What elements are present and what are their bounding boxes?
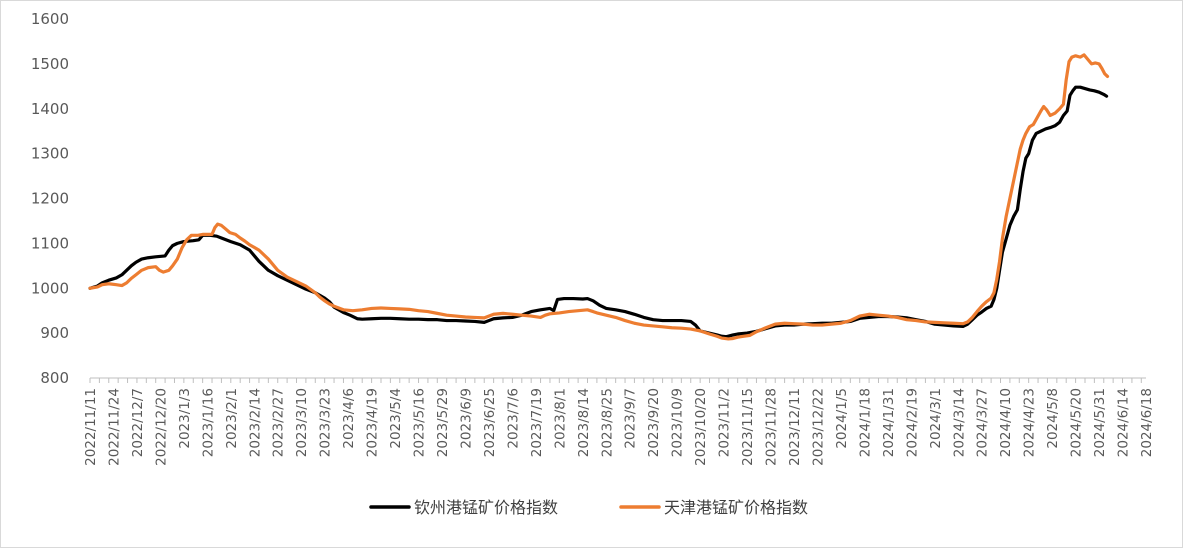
- x-tick-label: 2023/9/20: [646, 388, 662, 457]
- x-tick-label: 2024/5/31: [1092, 388, 1108, 457]
- y-tick-label: 900: [40, 324, 69, 342]
- x-tick-label: 2023/12/11: [787, 388, 803, 466]
- y-tick-label: 1400: [31, 100, 69, 118]
- legend-label: 天津港锰矿价格指数: [664, 498, 808, 517]
- x-tick-label: 2023/9/7: [623, 388, 639, 449]
- x-tick-label: 2023/11/28: [764, 388, 780, 466]
- series-lines: [88, 53, 1110, 341]
- x-tick-label: 2023/8/25: [599, 388, 615, 457]
- series-line: [88, 85, 1109, 339]
- x-tick-label: 2023/4/19: [365, 388, 381, 457]
- x-tick-label: 2023/5/29: [435, 388, 451, 457]
- x-tick-label: 2023/5/4: [388, 388, 404, 449]
- x-tick-label: 2023/2/14: [247, 388, 263, 457]
- x-axis-labels: 2022/11/11 2022/11/24 2022/12/7 2022/12/20 2…: [83, 388, 1155, 466]
- x-tick-label: 2022/11/11: [83, 388, 99, 466]
- x-tick-label: 2022/12/20: [153, 388, 169, 466]
- x-tick-label: 2024/5/20: [1069, 388, 1085, 457]
- x-tick-label: 2023/11/15: [740, 388, 756, 466]
- x-tick-label: 2024/1/31: [881, 388, 897, 457]
- y-tick-label: 1500: [31, 55, 69, 73]
- x-tick-label: 2024/5/8: [1045, 388, 1061, 449]
- x-axis: [89, 377, 1146, 383]
- x-tick-label: 2023/5/16: [412, 388, 428, 457]
- x-tick-label: 2023/3/23: [318, 388, 334, 457]
- legend-label: 钦州港锰矿价格指数: [414, 498, 558, 517]
- x-tick-label: 2024/4/10: [998, 388, 1014, 457]
- y-tick-label: 1100: [31, 234, 69, 252]
- x-tick-label: 2023/1/3: [177, 388, 193, 449]
- x-tick-label: 2024/6/14: [1116, 388, 1132, 457]
- y-tick-label: 1000: [31, 279, 69, 297]
- x-tick-label: 2024/2/19: [904, 388, 920, 457]
- x-tick-label: 2023/2/1: [224, 388, 240, 449]
- x-tick-label: 2023/11/2: [717, 388, 733, 457]
- x-tick-label: 2023/1/16: [200, 388, 216, 457]
- x-tick-label: 2023/8/1: [552, 388, 568, 449]
- y-tick-label: 1600: [31, 10, 69, 28]
- x-tick-label: 2024/4/23: [1022, 388, 1038, 457]
- x-tick-label: 2023/7/6: [505, 388, 521, 449]
- y-axis-labels: 800 900 1000 1100 1200 1300 1400 1500 1600: [31, 10, 69, 387]
- x-tick-label: 2024/1/5: [834, 388, 850, 449]
- x-tick-label: 2024/6/18: [1139, 388, 1155, 457]
- x-tick-label: 2024/1/18: [857, 388, 873, 457]
- x-tick-label: 2024/3/27: [975, 388, 991, 457]
- x-tick-label: 2022/11/24: [106, 388, 122, 466]
- x-tick-label: 2023/4/6: [341, 388, 357, 449]
- x-tick-label: 2023/6/9: [458, 388, 474, 449]
- x-tick-label: 2024/3/1: [928, 388, 944, 449]
- x-tick-label: 2023/12/22: [810, 388, 826, 466]
- x-tick-label: 2022/12/7: [130, 388, 146, 457]
- x-tick-label: 2023/3/10: [294, 388, 310, 457]
- x-tick-label: 2023/8/14: [576, 388, 592, 457]
- y-tick-label: 1300: [31, 145, 69, 163]
- x-tick-label: 2023/10/9: [670, 388, 686, 457]
- x-tick-label: 2024/3/14: [951, 388, 967, 457]
- y-tick-label: 1200: [31, 190, 69, 208]
- x-tick-label: 2023/7/19: [529, 388, 545, 457]
- x-tick-label: 2023/6/25: [482, 388, 498, 457]
- legend: 钦州港锰矿价格指数 天津港锰矿价格指数: [369, 498, 808, 517]
- x-tick-label: 2023/10/20: [693, 388, 709, 466]
- x-tick-label: 2023/2/27: [271, 388, 287, 457]
- series-line: [88, 53, 1110, 341]
- y-tick-label: 800: [40, 369, 69, 387]
